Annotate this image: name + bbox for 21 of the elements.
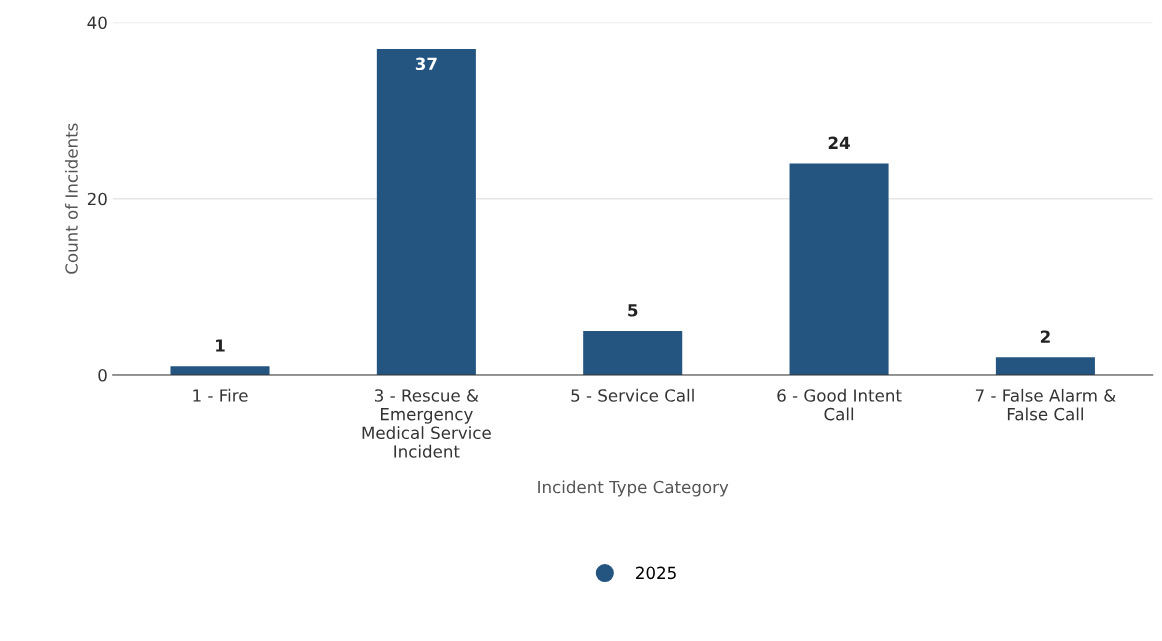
data-label: 1 <box>216 339 225 352</box>
data-label: 37 <box>415 57 437 71</box>
x-tick-label: 3 - Rescue & Emergency Medical Service Incident <box>362 389 491 458</box>
bar <box>995 357 1095 375</box>
y-axis-title: Count of Incidents <box>64 123 78 274</box>
x-tick-label: 1 - Fire <box>193 388 248 402</box>
bar <box>170 366 270 375</box>
x-tick-label: 7 - False Alarm & False Call <box>975 388 1116 421</box>
data-label: 24 <box>828 136 850 149</box>
x-tick-label: 5 - Service Call <box>571 388 694 402</box>
y-tick-label: 40 <box>87 16 107 29</box>
y-tick-label: 0 <box>98 368 107 382</box>
bar <box>583 330 683 375</box>
bar <box>789 163 889 375</box>
x-axis-title: Incident Type Category <box>538 480 729 497</box>
legend-label: 2025 <box>636 566 676 580</box>
x-tick-label: 6 - Good Intent Call <box>777 388 902 421</box>
data-label: 2 <box>1040 330 1050 343</box>
y-tick-label: 20 <box>87 192 107 206</box>
data-label: 5 <box>628 304 638 317</box>
bar <box>376 48 476 375</box>
